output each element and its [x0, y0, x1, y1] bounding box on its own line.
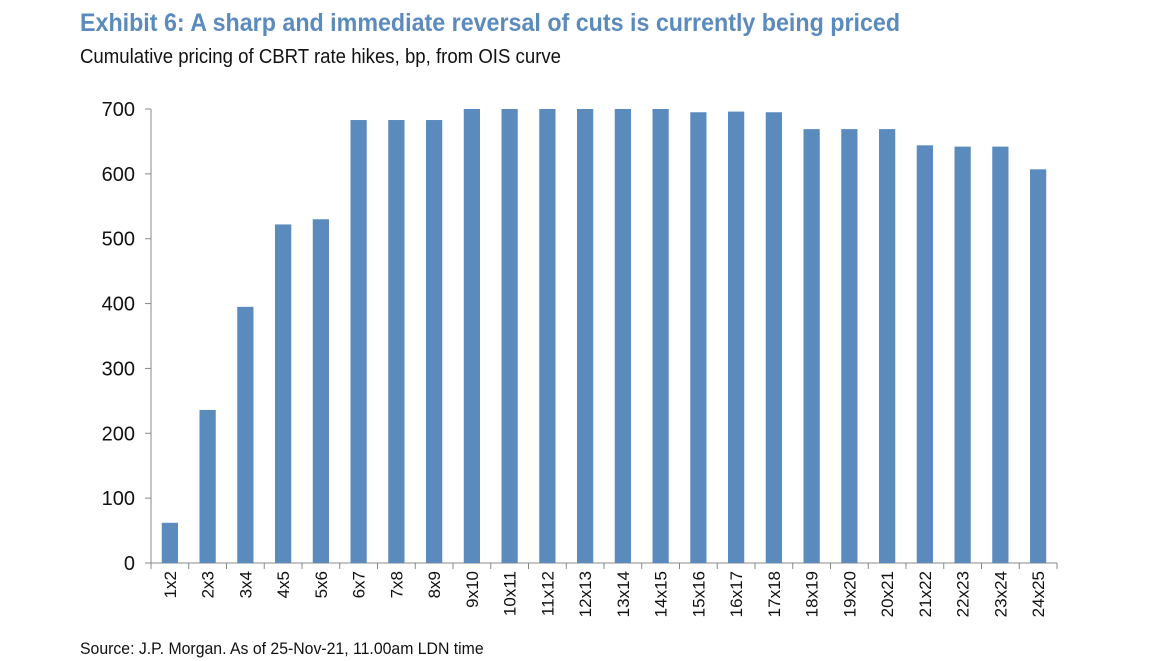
x-tick-label: 14x15 — [652, 571, 671, 617]
x-tick-label: 5x6 — [312, 571, 331, 598]
x-tick-label: 12x13 — [576, 571, 595, 617]
bar-21x22 — [916, 145, 933, 563]
y-tick-label: 300 — [102, 358, 135, 380]
bars — [161, 109, 1047, 564]
y-tick-label: 600 — [102, 164, 135, 186]
y-axis: 0 100 200 300 400 500 600 700 — [102, 99, 152, 575]
x-tick-label: 3x4 — [236, 571, 255, 598]
y-tick-label: 200 — [102, 423, 135, 445]
bar-11x12 — [539, 109, 556, 563]
bar-20x21 — [879, 129, 896, 563]
chart-title: Exhibit 6: A sharp and immediate reversa… — [80, 9, 901, 37]
x-tick-label: 19x20 — [840, 571, 859, 617]
bar-15x16 — [690, 112, 707, 563]
bar-10x11 — [501, 109, 518, 563]
bar-8x9 — [426, 120, 443, 564]
bar-17x18 — [765, 112, 782, 563]
x-tick-label: 8x9 — [425, 571, 444, 598]
x-tick-label: 1x2 — [161, 571, 180, 598]
x-tick-label: 11x12 — [538, 571, 557, 616]
x-tick-label: 20x21 — [878, 571, 897, 617]
bar-23x24 — [992, 146, 1009, 564]
x-tick-label: 6x7 — [350, 571, 369, 598]
bar-24x25 — [1030, 169, 1047, 563]
bar-9x10 — [463, 109, 480, 563]
bar-16x17 — [728, 111, 745, 563]
x-tick-label: 4x5 — [274, 571, 293, 598]
x-tick-label: 16x17 — [727, 571, 746, 617]
x-axis: 1x2 2x3 3x4 4x5 5x6 6x7 7x8 8x9 9x10 10x11 11x12 12… — [150, 562, 1058, 617]
y-tick-label: 700 — [102, 99, 135, 121]
bar-7x8 — [388, 120, 405, 564]
bar-22x23 — [954, 146, 971, 564]
y-tick-label: 500 — [102, 229, 135, 251]
bar-4x5 — [275, 224, 292, 563]
x-tick-label: 23x24 — [991, 571, 1010, 617]
bar-18x19 — [803, 129, 820, 563]
bar-1x2 — [161, 522, 178, 563]
bar-5x6 — [312, 219, 329, 563]
y-tick-label: 0 — [124, 553, 135, 575]
x-tick-label: 18x19 — [803, 571, 822, 617]
x-tick-label: 22x23 — [954, 571, 973, 617]
x-tick-label: 17x18 — [765, 571, 784, 617]
bar-2x3 — [199, 409, 216, 563]
source-note: Source: J.P. Morgan. As of 25-Nov-21, 11… — [80, 639, 484, 658]
x-tick-label: 2x3 — [199, 571, 218, 598]
chart-subtitle: Cumulative pricing of CBRT rate hikes, b… — [80, 46, 562, 68]
y-tick-label: 100 — [102, 488, 135, 510]
x-tick-label: 9x10 — [463, 571, 482, 608]
x-tick-label: 7x8 — [387, 571, 406, 598]
bar-12x13 — [577, 109, 594, 563]
bar-3x4 — [237, 306, 254, 563]
x-tick-label: 15x16 — [689, 571, 708, 617]
bar-19x20 — [841, 129, 858, 563]
bar-13x14 — [614, 109, 631, 563]
x-tick-label: 24x25 — [1029, 571, 1048, 617]
bar-6x7 — [350, 120, 367, 564]
bar-14x15 — [652, 109, 669, 563]
x-tick-label: 21x22 — [916, 571, 935, 617]
x-tick-label: 10x11 — [501, 571, 520, 616]
y-tick-label: 400 — [102, 294, 135, 316]
x-tick-label: 13x14 — [614, 571, 633, 617]
